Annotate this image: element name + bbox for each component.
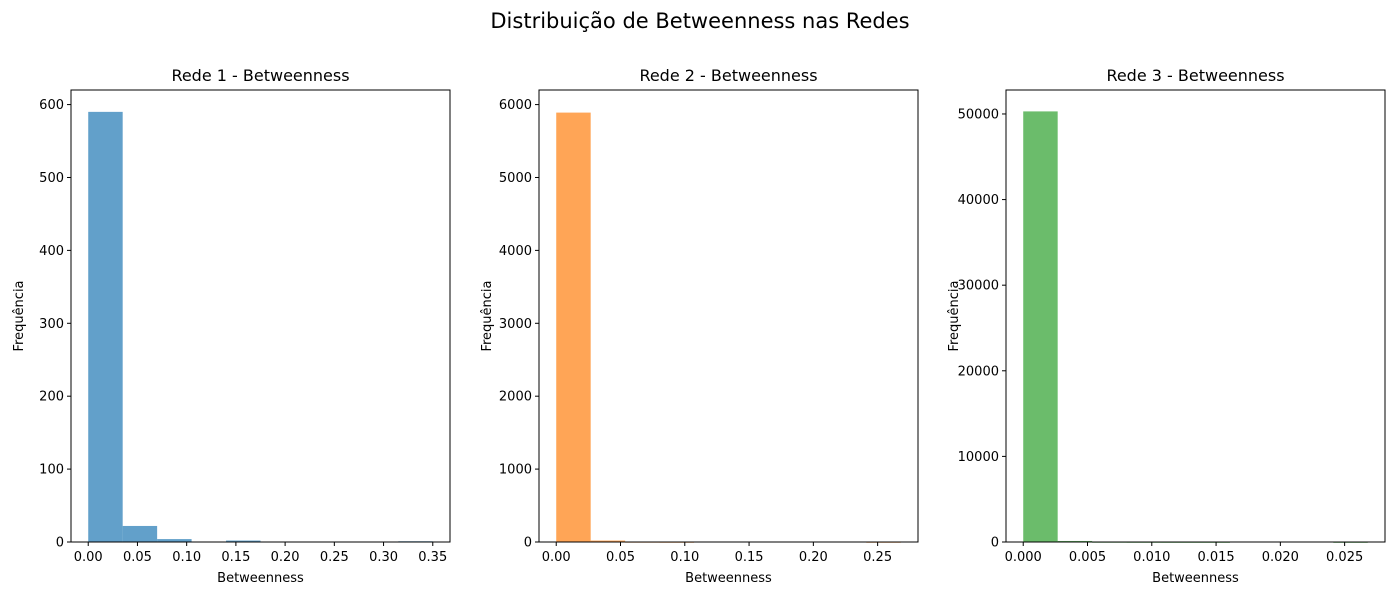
x-tick-label: 0.005	[1069, 550, 1106, 565]
x-tick-label: 0.10	[670, 550, 699, 565]
y-tick-label: 2000	[499, 390, 532, 405]
histogram-bar	[88, 111, 123, 542]
axes-frame	[538, 89, 919, 543]
subplot-1: 0.00 0.05 0.10 0.15 0.20 0.25 0.30 0.35 0 100 200 3…	[12, 66, 451, 586]
y-tick-label: 1000	[499, 463, 532, 478]
histogram-bar	[1023, 111, 1058, 542]
subplot-title: Rede 1 - Betweenness	[171, 66, 349, 85]
y-tick-label: 3000	[499, 317, 532, 332]
y-tick-label: 4000	[499, 244, 532, 259]
y-tick-label: 500	[39, 171, 64, 186]
y-tick-label: 40000	[958, 193, 999, 208]
x-tick-label: 0.020	[1262, 550, 1299, 565]
histogram-bar	[1057, 540, 1093, 542]
figure-title: Distribuição de Betweenness nas Redes	[490, 9, 909, 33]
x-tick-label: 0.20	[271, 550, 300, 565]
x-tick-label: 0.015	[1197, 550, 1234, 565]
histogram-bar	[556, 112, 591, 542]
y-tick-label: 6000	[499, 98, 532, 113]
x-tick-label: 0.35	[418, 550, 447, 565]
histogram-bar	[590, 540, 626, 542]
y-tick-label: 5000	[499, 171, 532, 186]
x-tick-label: 0.30	[369, 550, 398, 565]
y-tick-label: 20000	[958, 364, 999, 379]
x-tick-label: 0.10	[172, 550, 201, 565]
x-tick-label: 0.15	[735, 550, 764, 565]
x-axis-label: Betweenness	[217, 571, 304, 586]
axes-frame	[70, 89, 451, 543]
y-axis-label: Frequência	[12, 280, 27, 351]
y-tick-label: 400	[39, 244, 64, 259]
x-tick-label: 0.20	[799, 550, 828, 565]
y-tick-label: 300	[39, 317, 64, 332]
x-tick-label: 0.25	[863, 550, 892, 565]
x-tick-label: 0.25	[320, 550, 349, 565]
y-axis-label: Frequência	[480, 280, 495, 351]
y-tick-label: 30000	[958, 279, 999, 294]
histogram-bar	[157, 539, 192, 542]
y-tick-label: 600	[39, 98, 64, 113]
histogram-bar	[122, 525, 158, 542]
subplot-title: Rede 2 - Betweenness	[639, 66, 817, 85]
y-tick-label: 0	[56, 536, 64, 551]
subplot-title: Rede 3 - Betweenness	[1106, 66, 1284, 85]
y-tick-label: 100	[39, 463, 64, 478]
x-tick-label: 0.00	[74, 550, 103, 565]
x-tick-label: 0.000	[1005, 550, 1042, 565]
subplot-3: 0.000 0.005 0.010 0.015 0.020 0.025 0 10000 2000…	[947, 66, 1386, 586]
x-tick-label: 0.15	[221, 550, 250, 565]
x-tick-label: 0.025	[1326, 550, 1363, 565]
y-tick-label: 0	[991, 536, 999, 551]
y-tick-label: 50000	[958, 107, 999, 122]
subplot-2: 0.00 0.05 0.10 0.15 0.20 0.25 0 1000 2000 3000 400…	[480, 66, 919, 586]
x-tick-label: 0.05	[123, 550, 152, 565]
y-tick-label: 10000	[958, 450, 999, 465]
x-axis-label: Betweenness	[1152, 571, 1239, 586]
subplots: 0.00 0.05 0.10 0.15 0.20 0.25 0.30 0.35 0 100 200 3…	[12, 66, 1386, 586]
x-tick-label: 0.05	[606, 550, 635, 565]
y-tick-label: 200	[39, 390, 64, 405]
x-axis-label: Betweenness	[685, 571, 772, 586]
histogram-bar	[226, 540, 261, 542]
y-tick-label: 0	[524, 536, 532, 551]
axes-frame	[1005, 89, 1386, 543]
x-tick-label: 0.00	[542, 550, 571, 565]
y-axis-label: Frequência	[947, 280, 962, 351]
x-tick-label: 0.010	[1133, 550, 1170, 565]
